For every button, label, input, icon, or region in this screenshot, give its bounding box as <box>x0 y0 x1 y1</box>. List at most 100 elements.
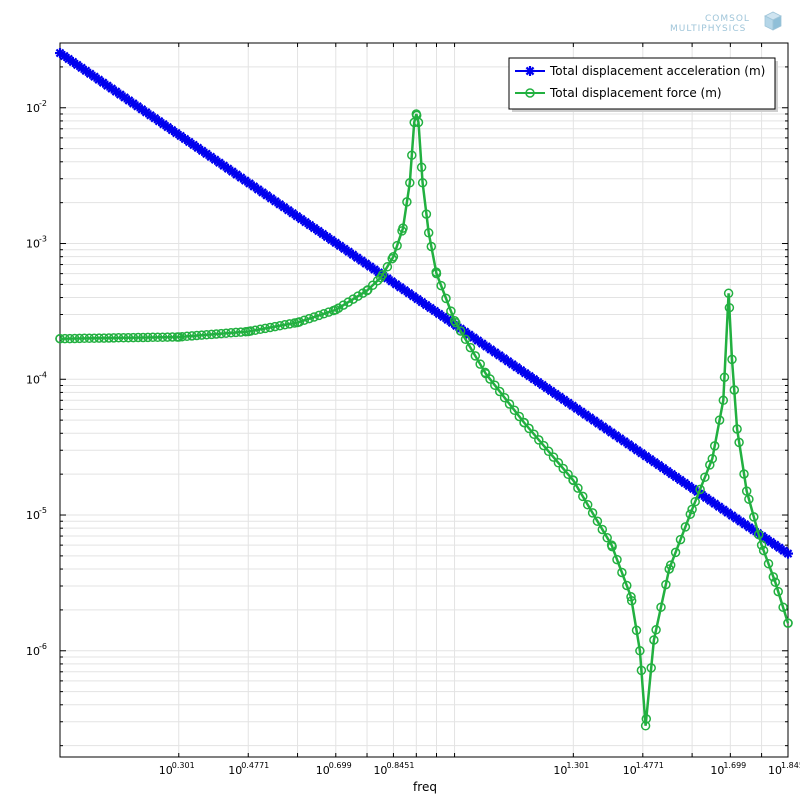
data-point-force <box>421 209 432 219</box>
data-point-acceleration-stroke <box>469 333 478 342</box>
data-point-acceleration-stroke <box>525 371 534 381</box>
data-point-acceleration-stroke <box>551 389 560 399</box>
data-point-force <box>343 297 354 307</box>
data-point-acceleration-stroke <box>180 134 190 144</box>
data-point-acceleration-stroke <box>533 377 543 387</box>
data-point-acceleration-stroke <box>357 256 366 265</box>
data-point-force <box>680 522 691 532</box>
data-point-force <box>243 326 254 337</box>
data-point-force <box>700 472 710 482</box>
data-point-acceleration-stroke <box>344 247 353 257</box>
data-point-acceleration-stroke <box>684 481 694 491</box>
data-point-force <box>89 333 99 343</box>
data-point-acceleration-stroke <box>413 294 422 304</box>
data-point-acceleration-stroke <box>490 348 500 357</box>
data-point-force <box>664 564 674 574</box>
data-point-force <box>84 333 95 344</box>
data-point-acceleration-stroke <box>775 543 784 553</box>
data-point-force <box>270 321 280 332</box>
data-point-force <box>714 415 725 425</box>
x-axis-label: freq <box>413 780 437 794</box>
data-point-acceleration-stroke <box>240 176 250 185</box>
data-point-force <box>187 331 197 341</box>
data-point-acceleration-stroke <box>585 413 595 422</box>
data-point-force <box>656 602 666 612</box>
data-point-acceleration-stroke <box>645 454 655 464</box>
y-tick-label-base: 10 <box>26 238 40 251</box>
data-point-force <box>640 721 651 731</box>
data-point-force <box>148 332 158 343</box>
data-point-force <box>74 333 85 344</box>
data-point-acceleration-stroke <box>167 125 177 135</box>
x-tick-label-exponent: 1.699 <box>723 761 746 770</box>
data-point-force <box>578 491 588 502</box>
data-point-force <box>504 399 515 409</box>
data-point-force <box>734 437 744 448</box>
data-point-force <box>606 540 617 550</box>
data-point-acceleration-stroke <box>223 164 233 173</box>
data-point-acceleration-stroke <box>137 105 147 114</box>
data-point-acceleration-stroke <box>744 522 754 532</box>
data-point-acceleration-stroke <box>163 122 173 132</box>
data-point-force <box>99 333 109 343</box>
data-point-force <box>226 328 236 338</box>
data-point-force <box>392 240 402 251</box>
data-point-acceleration-stroke <box>219 161 229 170</box>
data-point-force <box>612 554 622 565</box>
data-point-acceleration-stroke <box>650 457 659 467</box>
data-point-acceleration-stroke <box>520 368 530 378</box>
legend-marker-circle-icon <box>525 88 535 98</box>
data-point-acceleration-stroke <box>667 469 677 479</box>
x-tick-label-base: 10 <box>373 764 387 777</box>
y-tick-label: 10 -5 <box>26 506 47 522</box>
data-point-acceleration-stroke <box>296 214 306 224</box>
data-point-force <box>558 463 568 474</box>
data-point-acceleration-stroke <box>258 188 267 197</box>
data-point-acceleration-stroke <box>719 505 728 514</box>
data-point-acceleration-stroke <box>706 496 715 506</box>
data-point-acceleration-stroke <box>124 96 134 105</box>
data-point-acceleration-stroke <box>434 309 444 319</box>
data-point-force <box>727 354 737 365</box>
data-point-acceleration-stroke <box>318 229 328 239</box>
data-point-acceleration-stroke <box>516 365 526 375</box>
y-tick-label: 10 -2 <box>26 99 47 115</box>
data-point-force <box>128 332 139 343</box>
data-point-acceleration-stroke <box>55 48 65 58</box>
data-point-acceleration-stroke <box>335 241 345 251</box>
data-point-force <box>405 178 415 188</box>
x-tick-label: 10 0.301 <box>159 761 195 777</box>
data-point-force <box>407 150 417 160</box>
data-point-acceleration-stroke <box>663 466 672 476</box>
data-point-acceleration-stroke <box>210 155 220 165</box>
data-point-acceleration <box>783 548 793 559</box>
data-point-acceleration-stroke <box>128 99 138 108</box>
data-point-force <box>398 223 408 233</box>
data-point-acceleration-stroke <box>568 401 577 411</box>
data-point-acceleration-stroke <box>133 102 142 111</box>
data-point-force <box>641 714 652 724</box>
data-point-force <box>707 453 718 464</box>
data-point-acceleration-stroke <box>546 386 556 396</box>
data-point-acceleration-stroke <box>598 422 608 431</box>
data-point-acceleration-stroke <box>477 339 487 348</box>
x-tick-label-exponent: 1.4771 <box>636 761 664 770</box>
data-point-force <box>534 435 544 445</box>
x-tick-label: 10 0.4771 <box>228 761 269 777</box>
data-point-acceleration-stroke <box>559 395 569 405</box>
y-tick-label-base: 10 <box>26 102 40 115</box>
data-point-force <box>519 417 529 428</box>
data-point-acceleration-stroke <box>395 282 405 292</box>
data-point-acceleration-stroke <box>370 265 379 274</box>
data-point-force <box>201 330 212 340</box>
data-point-force <box>626 592 636 602</box>
data-point-acceleration-stroke <box>542 383 552 393</box>
data-point-force <box>749 512 759 522</box>
data-point-force <box>123 332 134 343</box>
data-point-force <box>636 665 647 676</box>
data-point-acceleration-stroke <box>783 549 793 558</box>
data-point-acceleration-stroke <box>482 342 491 351</box>
data-point-force <box>770 577 781 587</box>
data-point-force <box>348 294 358 304</box>
data-point-force <box>162 332 173 342</box>
